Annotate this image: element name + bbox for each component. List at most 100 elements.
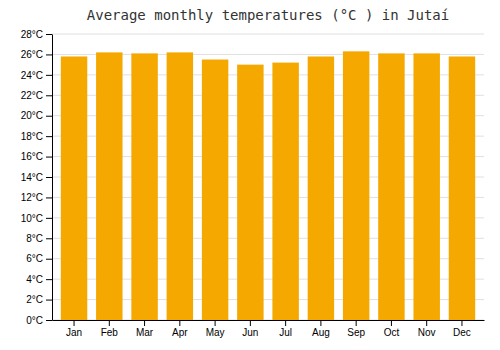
tick-label: May: [206, 327, 225, 338]
tick-label: Aug: [312, 327, 330, 338]
tick-mark: [46, 300, 52, 301]
axis-line: [52, 35, 53, 321]
tick-label: 2°C: [26, 294, 43, 305]
tick-label: Jan: [66, 327, 82, 338]
y-tick: 4°C: [26, 274, 52, 285]
tick-mark: [46, 54, 52, 55]
tick-mark: [46, 116, 52, 117]
y-axis: 0°C 2°C 4°C 6°C 8°C 10°C 12°C 14°C 16°C 18°C 20°C 2…: [21, 29, 53, 326]
grid: [52, 34, 484, 320]
x-tick: Sep: [347, 320, 365, 338]
tick-mark: [46, 238, 52, 239]
x-tick: Jan: [66, 320, 82, 338]
y-tick: 20°C: [21, 110, 52, 121]
tick-label: Oct: [384, 327, 400, 338]
tick-mark: [109, 320, 110, 326]
tick-label: 20°C: [21, 110, 43, 121]
tick-label: 26°C: [21, 49, 43, 60]
tick-mark: [461, 320, 462, 326]
tick-label: Feb: [101, 327, 119, 338]
x-tick: Feb: [101, 320, 119, 338]
y-tick: 28°C: [21, 29, 52, 40]
x-tick: Oct: [384, 320, 400, 338]
tick-mark: [179, 320, 180, 326]
tick-label: 16°C: [21, 151, 43, 162]
x-tick: Jul: [279, 320, 292, 338]
y-tick: 14°C: [21, 172, 52, 183]
bar: [237, 65, 263, 320]
bar: [413, 53, 439, 320]
tick-mark: [391, 320, 392, 326]
axis-line: [53, 320, 485, 321]
chart: 0°C 2°C 4°C 6°C 8°C 10°C 12°C 14°C 16°C 18°C 20°C 2…: [0, 0, 500, 350]
tick-label: Dec: [453, 327, 471, 338]
tick-mark: [426, 320, 427, 326]
bar: [167, 52, 193, 320]
x-tick: Dec: [453, 320, 471, 338]
y-tick: 2°C: [26, 294, 52, 305]
y-tick: 18°C: [21, 131, 52, 142]
x-tick: May: [206, 320, 225, 338]
tick-label: 12°C: [21, 192, 43, 203]
y-tick: 26°C: [21, 49, 52, 60]
tick-label: 24°C: [21, 70, 43, 81]
tick-label: Apr: [172, 327, 188, 338]
bars: [61, 51, 475, 320]
tick-mark: [46, 177, 52, 178]
x-tick: Jun: [242, 320, 258, 338]
tick-mark: [46, 218, 52, 219]
bar: [61, 56, 87, 320]
tick-label: Sep: [347, 327, 365, 338]
y-tick: 12°C: [21, 192, 52, 203]
x-axis: Jan Feb Mar Apr May Jun Jul Aug Sep Oct Nov Dec: [53, 320, 485, 338]
bar: [308, 56, 334, 320]
tick-label: 22°C: [21, 90, 43, 101]
y-tick: 8°C: [26, 233, 52, 244]
tick-label: Jul: [279, 327, 292, 338]
x-tick: Mar: [136, 320, 154, 338]
tick-mark: [46, 157, 52, 158]
bar: [202, 60, 228, 320]
tick-mark: [46, 34, 52, 35]
y-tick: 6°C: [26, 253, 52, 264]
x-tick: Apr: [172, 320, 188, 338]
bar: [343, 51, 369, 320]
tick-label: 28°C: [21, 29, 43, 40]
tick-mark: [320, 320, 321, 326]
tick-mark: [215, 320, 216, 326]
bar: [131, 53, 157, 320]
tick-mark: [46, 259, 52, 260]
x-tick: Nov: [418, 320, 436, 338]
x-tick: Aug: [312, 320, 330, 338]
y-tick: 16°C: [21, 151, 52, 162]
grid-line: [52, 34, 484, 35]
tick-label: 6°C: [26, 253, 43, 264]
tick-mark: [250, 320, 251, 326]
bar: [378, 53, 404, 320]
tick-label: 14°C: [21, 172, 43, 183]
tick-label: 4°C: [26, 274, 43, 285]
tick-label: 8°C: [26, 233, 43, 244]
tick-label: Mar: [136, 327, 154, 338]
tick-mark: [144, 320, 145, 326]
tick-label: 10°C: [21, 213, 43, 224]
y-tick: 22°C: [21, 90, 52, 101]
y-tick: 24°C: [21, 70, 52, 81]
tick-mark: [46, 75, 52, 76]
tick-mark: [356, 320, 357, 326]
title: Average monthly temperatures (°C ) in Ju…: [87, 7, 449, 23]
tick-mark: [46, 320, 52, 321]
tick-mark: [46, 279, 52, 280]
bar: [96, 52, 122, 320]
tick-label: Jun: [242, 327, 258, 338]
tick-mark: [285, 320, 286, 326]
tick-label: 18°C: [21, 131, 43, 142]
tick-mark: [46, 136, 52, 137]
tick-label: 0°C: [26, 315, 43, 326]
tick-mark: [46, 95, 52, 96]
y-tick: 0°C: [26, 315, 52, 326]
plot: 0°C 2°C 4°C 6°C 8°C 10°C 12°C 14°C 16°C 18°C 20°C 2…: [21, 29, 485, 338]
tick-mark: [74, 320, 75, 326]
y-tick: 10°C: [21, 213, 52, 224]
tick-label: Nov: [418, 327, 436, 338]
